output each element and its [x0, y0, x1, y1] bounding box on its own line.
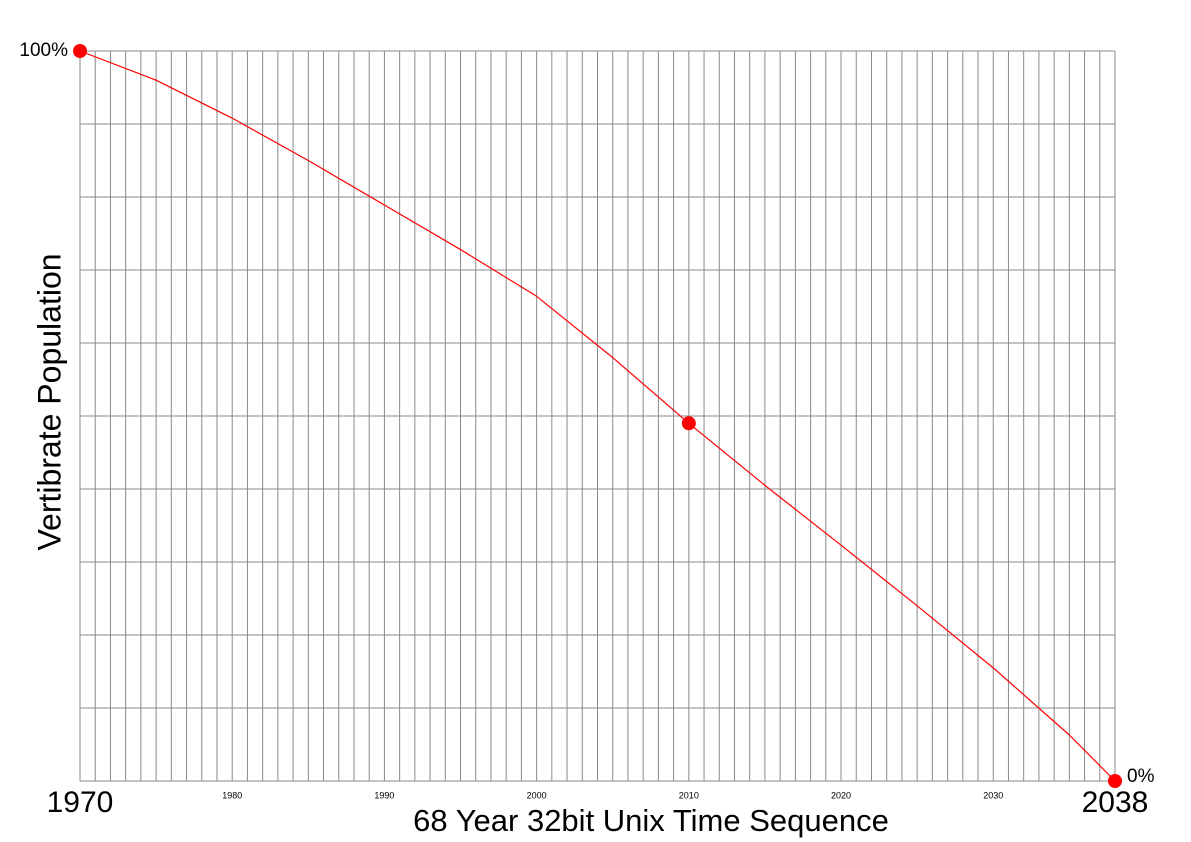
point: [73, 44, 87, 58]
x-tick-label: 2020: [831, 790, 851, 800]
x-axis-title: 68 Year 32bit Unix Time Sequence: [413, 803, 889, 838]
x-tick-label: 1980: [222, 790, 242, 800]
x-tick-label: 2030: [983, 790, 1003, 800]
x-tick-label: 1970: [47, 786, 114, 819]
y-axis-title: Vertibrate Population: [31, 253, 67, 550]
x-tick-label: 1990: [374, 790, 394, 800]
y-tick-label: 100%: [19, 40, 68, 61]
x-tick-label: 2038: [1082, 786, 1149, 819]
x-tick-label: 2010: [679, 790, 699, 800]
y-tick-label: 0%: [1127, 766, 1155, 787]
point: [681, 416, 696, 431]
line: [79, 50, 1116, 782]
point: [1108, 774, 1122, 788]
x-tick-label: 2000: [527, 790, 547, 800]
